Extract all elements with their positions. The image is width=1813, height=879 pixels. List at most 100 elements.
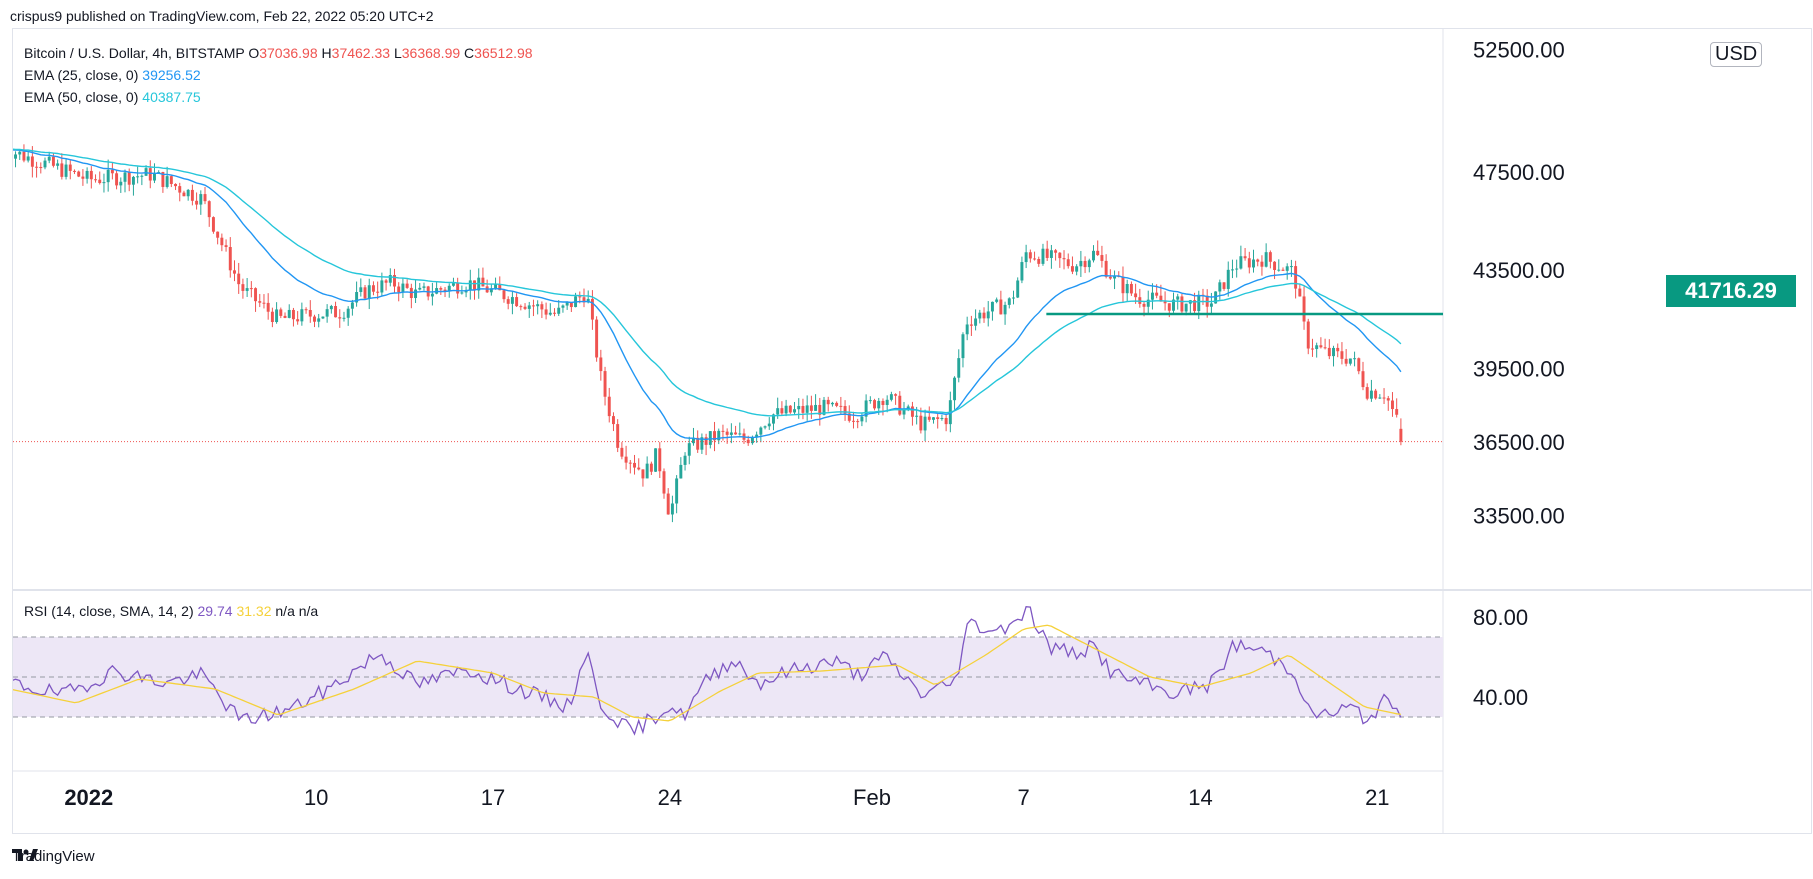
- candle-body: [1028, 252, 1032, 259]
- candle-body: [565, 301, 569, 306]
- candle-body: [1369, 390, 1373, 399]
- candle-body: [393, 275, 396, 287]
- candle-body: [127, 172, 131, 185]
- price-panel[interactable]: 52500.00 47500.00 43500.00 39500.00 36500.00…: [12, 28, 1812, 590]
- rsi-na-1: n/a: [275, 603, 295, 619]
- candle-body: [797, 405, 801, 410]
- candle-body: [216, 231, 220, 238]
- candle-body: [713, 431, 716, 441]
- candle-body: [1243, 256, 1247, 259]
- candle-body: [835, 402, 839, 406]
- candle-body: [1361, 371, 1365, 388]
- price-legend: Bitcoin / U.S. Dollar, 4h, BITSTAMP O370…: [24, 42, 533, 108]
- candle-body: [405, 283, 409, 288]
- ema50-line: [13, 148, 1402, 417]
- rsi-na-2: n/a: [298, 603, 319, 619]
- candle-body: [910, 406, 914, 417]
- candle-body: [376, 291, 380, 293]
- candle-body: [1033, 258, 1037, 260]
- candle-body: [1256, 259, 1260, 262]
- candle-body: [847, 413, 851, 421]
- candle-body: [1235, 268, 1239, 270]
- candle-body: [670, 503, 674, 515]
- candle-body: [1323, 347, 1327, 349]
- candle-body: [106, 169, 110, 183]
- candle-body: [1315, 345, 1319, 350]
- candle-body: [1129, 283, 1133, 294]
- candle-body: [852, 420, 855, 422]
- candle-body: [1374, 390, 1378, 399]
- candle-body: [64, 164, 68, 177]
- candle-body: [1298, 288, 1302, 297]
- candle-body: [700, 437, 704, 450]
- candle-body: [254, 288, 258, 302]
- candle-body: [1062, 258, 1066, 260]
- candle-body: [986, 311, 990, 319]
- candle-body: [637, 467, 641, 470]
- candle-body: [35, 166, 39, 168]
- candle-body: [1041, 248, 1045, 264]
- candle-body: [1289, 266, 1293, 268]
- publisher-line: crispus9 published on TradingView.com, F…: [10, 8, 434, 24]
- rsi-panel[interactable]: 80.00 40.00 2022 10 17 24 Feb 7 14 21: [12, 590, 1812, 834]
- candle-body: [1222, 282, 1226, 289]
- candle-body: [1150, 292, 1154, 300]
- candle-body: [182, 192, 186, 197]
- candle-body: [506, 299, 510, 304]
- candle-body: [123, 172, 127, 182]
- candle-body: [1104, 260, 1108, 277]
- price-chart[interactable]: 52500.00 47500.00 43500.00 39500.00 36500.00…: [13, 29, 1811, 589]
- candle-body: [523, 306, 527, 309]
- candle-body: [481, 277, 485, 287]
- candle-body: [877, 400, 881, 409]
- candle-body: [77, 171, 81, 177]
- candle-body: [978, 312, 982, 319]
- candle-body: [658, 448, 662, 472]
- rsi-tick-label: 40.00: [1473, 685, 1528, 710]
- candle-body: [957, 358, 961, 378]
- open-value: 37036.98: [259, 45, 318, 61]
- tradingview-branding[interactable]: TradingView: [12, 848, 95, 865]
- date-tick-label: 17: [481, 785, 505, 810]
- candle-body: [801, 405, 805, 413]
- candle-body: [915, 415, 919, 417]
- candle-body: [784, 405, 788, 414]
- candle-body: [624, 456, 628, 463]
- candle-body: [1134, 293, 1138, 298]
- currency-unit-button[interactable]: USD: [1710, 42, 1763, 67]
- candle-body: [974, 318, 978, 326]
- candle-body: [89, 170, 93, 180]
- candle-body: [190, 189, 194, 201]
- candle-body: [275, 309, 279, 323]
- candle-body: [317, 318, 321, 322]
- tradingview-logo-icon: [12, 849, 38, 861]
- candle-body: [666, 493, 670, 515]
- candle-body: [18, 151, 22, 155]
- symbol-line: Bitcoin / U.S. Dollar, 4h, BITSTAMP O370…: [24, 42, 533, 64]
- candle-body: [1113, 275, 1117, 279]
- candle-body: [1007, 298, 1011, 305]
- price-tick-label: 47500.00: [1473, 160, 1565, 185]
- candle-body: [447, 285, 451, 292]
- candle-body: [22, 151, 26, 161]
- candle-body: [26, 156, 30, 161]
- candle-body: [165, 176, 169, 187]
- candle-body: [936, 417, 940, 420]
- candle-body: [1100, 255, 1104, 261]
- candle-body: [961, 334, 965, 359]
- candle-body: [1083, 260, 1087, 268]
- ema25-label: EMA (25, close, 0): [24, 67, 139, 83]
- candle-body: [561, 305, 565, 308]
- candle-body: [763, 426, 767, 428]
- candle-body: [279, 309, 283, 316]
- candle-body: [435, 288, 439, 294]
- candle-body: [325, 309, 329, 317]
- candle-body: [460, 292, 464, 294]
- candle-body: [1395, 409, 1399, 415]
- candle-body: [338, 317, 342, 319]
- rsi-chart[interactable]: 80.00 40.00 2022 10 17 24 Feb 7 14 21: [13, 591, 1811, 833]
- high-value: 37462.33: [331, 45, 391, 61]
- candle-body: [830, 402, 834, 405]
- candle-body: [73, 170, 76, 172]
- candle-body: [1121, 276, 1125, 294]
